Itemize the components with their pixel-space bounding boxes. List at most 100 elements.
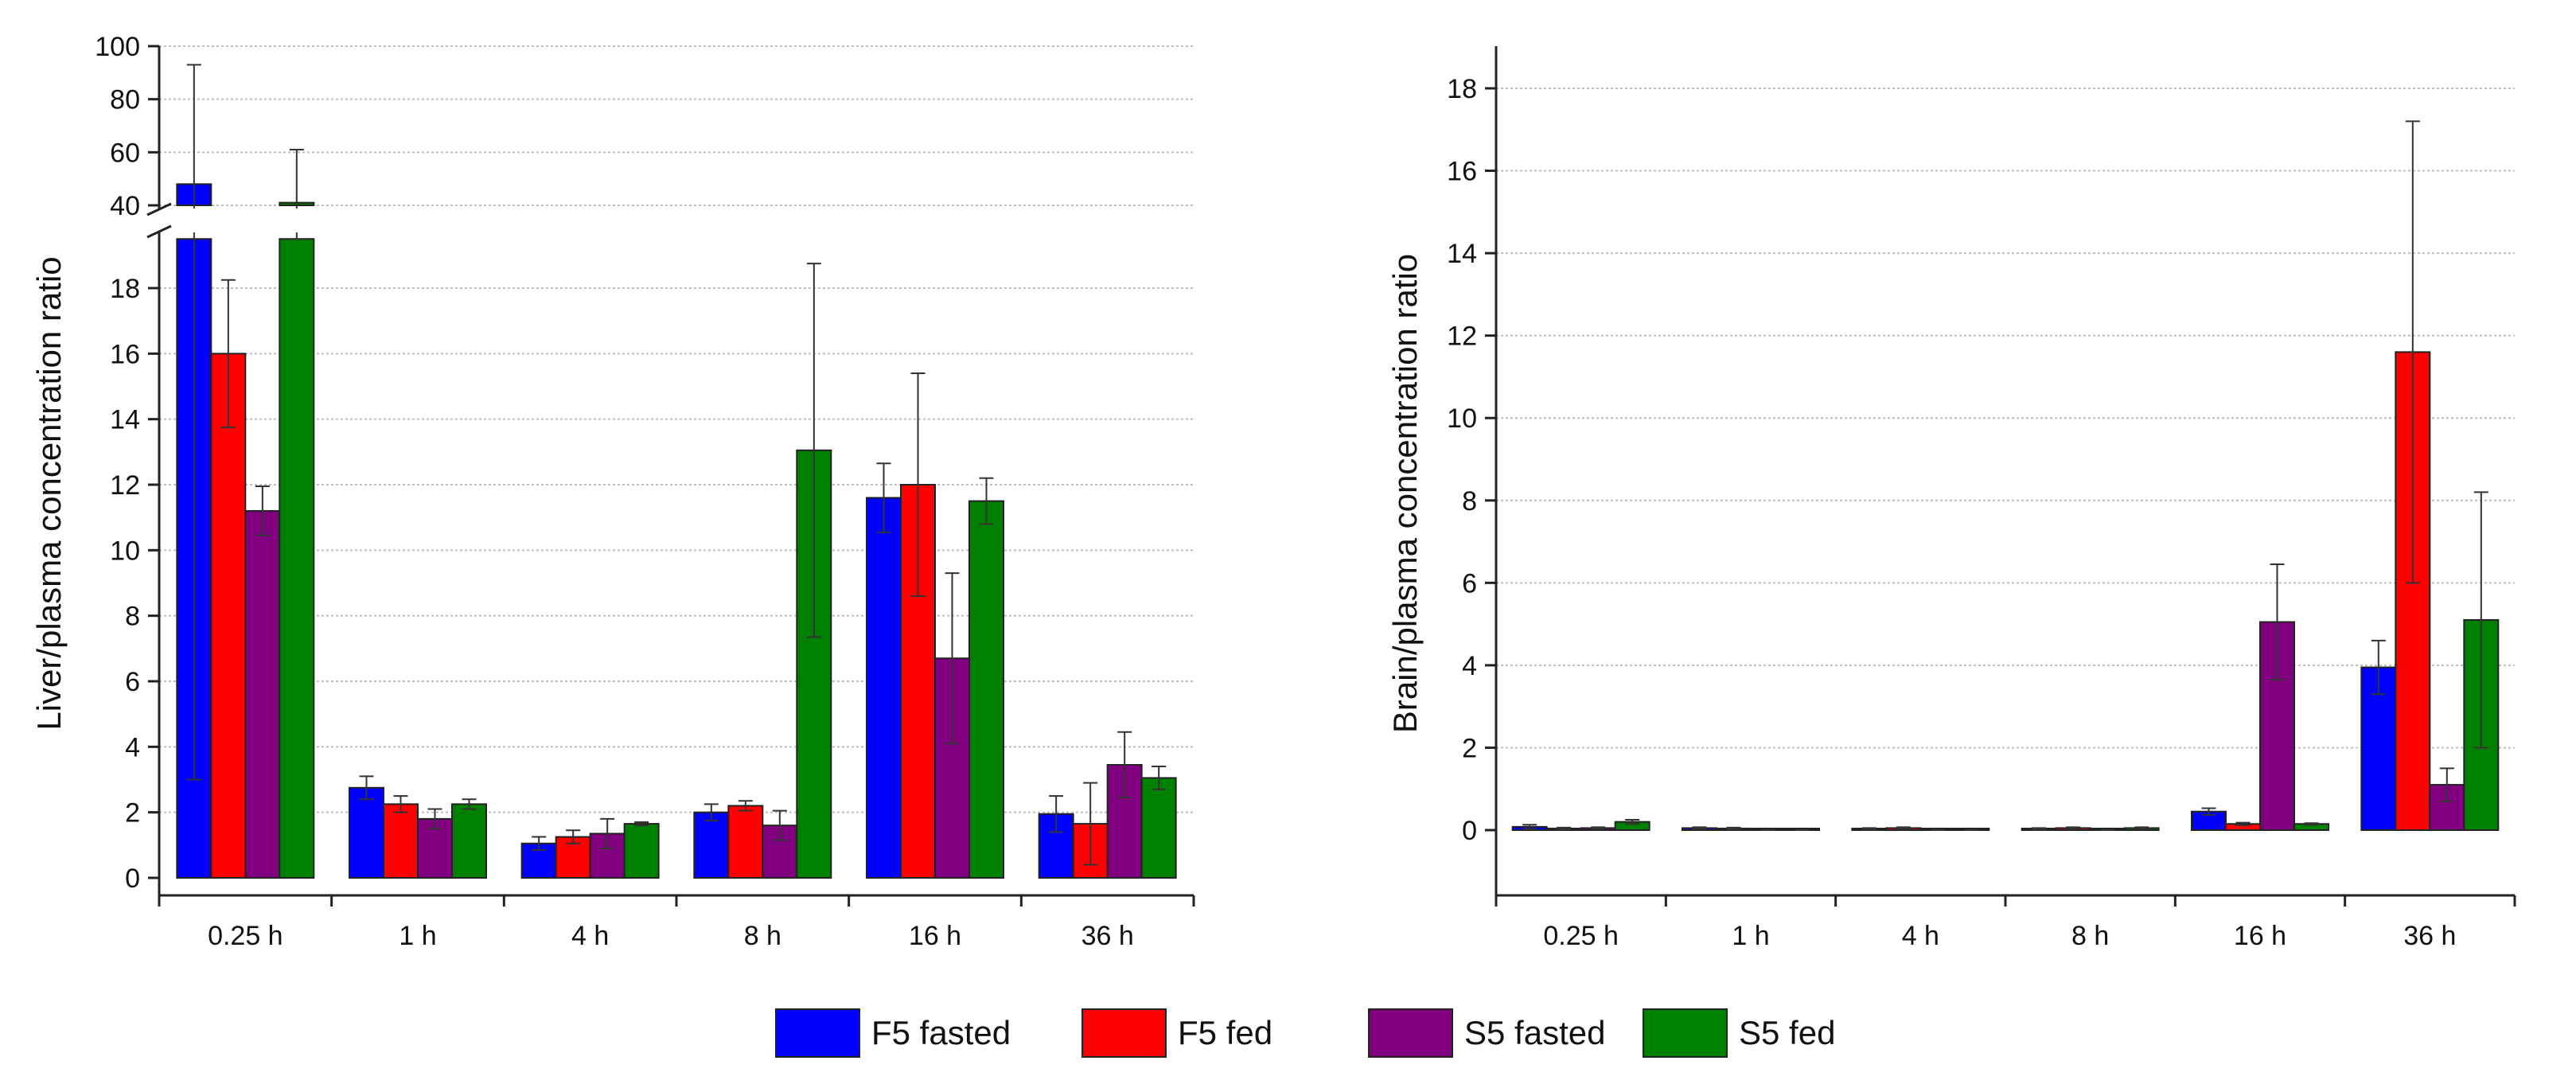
y-tick-label: 18 [110,274,140,304]
legend-label: F5 fed [1178,1014,1272,1051]
error-bar-s5-fed-36-h [1152,766,1167,790]
y-tick-label: 60 [110,138,140,168]
y-tick-label: 2 [125,798,140,829]
error-bar-s5-fasted-1-h [427,808,442,830]
legend-label: S5 fed [1739,1014,1835,1051]
y-tick-label: 12 [1447,322,1477,352]
y-tick-label: 8 [1462,486,1477,517]
error-bar-s5-fed-8-h [2134,826,2149,830]
y-tick-label: 16 [1447,157,1477,187]
error-bar-f5-fed-1-h [1726,826,1741,830]
error-bar-f5-fasted-36-h [2371,639,2386,696]
x-tick-label: 36 h [2403,921,2456,951]
error-bar-f5-fasted-4-h [532,836,547,852]
error-bar-f5-fasted-36-h [1049,795,1064,833]
error-bar-s5-fasted-1-h [1760,829,1775,831]
legend-swatch [1081,1008,1167,1058]
x-tick-label: 4 h [571,921,609,951]
y-tick-label: 4 [1462,651,1477,681]
axis-break-mark [146,224,172,239]
error-bar-f5-fed-1-h [393,795,408,813]
error-bar-f5-fed-36-h [1083,782,1098,866]
y-axis-title: Liver/plasma concentration ratio [30,256,68,730]
legend-item-f5-fed: F5 fed [1081,1008,1272,1058]
error-bar-s5-fed-4-h [634,821,649,827]
error-bar-s5-fed-8-h [806,263,821,638]
x-tick-label: 0.25 h [208,921,283,951]
error-bar-f5-fasted-4-h [1861,827,1876,831]
error-bar-s5-fasted-4-h [1930,829,1945,831]
bar-s5-fasted-0-25-h [244,509,281,879]
y-tick-label: 2 [1462,733,1477,763]
error-bar-s5-fasted-0-25-h [1591,826,1606,830]
y-tick-label: 10 [110,536,140,566]
error-bar-f5-fasted-0-25-h [1522,824,1537,830]
x-tick-label: 1 h [1732,921,1769,951]
legend-swatch [775,1008,860,1058]
y-tick-label: 16 [110,339,140,369]
y-tick-label: 6 [125,667,140,697]
legend-item-s5-fasted: S5 fasted [1368,1008,1605,1058]
error-bar-f5-fed-16-h [2235,821,2251,826]
bar-s5-fed-0-25-h-lower [279,238,315,879]
error-bar-f5-fasted-0-25-h [186,64,201,781]
bar-f5-fasted-16-h [866,497,902,879]
bar-f5-fed-1-h [383,803,419,879]
error-bar-f5-fed-36-h [2405,120,2420,584]
y-tick-label: 4 [125,732,140,762]
error-bar-s5-fed-16-h [2304,822,2319,826]
error-bar-f5-fasted-8-h [2032,827,2047,831]
y-tick-label: 8 [125,602,140,632]
error-bar-s5-fasted-8-h [2100,829,2115,831]
y-tick-label: 14 [110,405,140,435]
bar-s5-fed-4-h [623,823,660,879]
error-bar-f5-fasted-8-h [703,803,719,821]
legend-item-f5-fasted: F5 fasted [775,1008,1011,1058]
error-bar-s5-fasted-4-h [600,817,615,849]
bar-s5-fed-1-h [451,803,487,879]
bar-f5-fed-8-h [727,805,764,879]
y-tick-label: 10 [1447,404,1477,434]
error-bar-s5-fed-1-h [1795,829,1810,831]
legend-swatch [1368,1008,1453,1058]
legend-swatch [1643,1008,1728,1058]
error-bar-s5-fasted-0-25-h [255,485,270,536]
y-tick-label: 14 [1447,239,1477,269]
error-bar-f5-fed-0-25-h [220,279,236,428]
y-tick-label: 0 [1462,816,1477,846]
error-bar-f5-fed-8-h [2066,826,2081,830]
x-tick-label: 1 h [399,921,436,951]
error-bar-f5-fed-4-h [1896,826,1911,830]
y-tick-label: 80 [110,85,140,115]
y-tick-label: 40 [110,191,140,221]
bar-s5-fed-16-h [968,500,1004,879]
error-bar-s5-fasted-36-h [2439,767,2454,802]
x-tick-label: 4 h [1902,921,1939,951]
liver-plasma-chart: 0 2 4 6 8 10 12 14 16 18 40 60 80 100 0.25 h 1 h 4 h 8 h 1… [30,32,1202,951]
y-tick-label: 0 [125,864,140,894]
legend-item-s5-fed: S5 fed [1643,1008,1835,1058]
y-axis-title: Brain/plasma concentration ratio [1386,254,1424,733]
bar-s5-fed-36-h [1140,777,1177,879]
legend: F5 fasted F5 fed S5 fasted S5 fed [775,1008,1835,1058]
x-tick-label: 16 h [2234,921,2286,951]
error-bar-s5-fasted-36-h [1117,731,1132,799]
legend-label: S5 fasted [1464,1014,1605,1051]
error-bar-f5-fed-16-h [910,372,926,597]
x-tick-label: 8 h [2071,921,2109,951]
bar-f5-fed-36-h [2395,351,2431,831]
bar-f5-fasted-8-h [693,811,730,879]
brain-plasma-chart: 0 2 4 6 8 10 12 14 16 18 0.25 h 1 h 4 h 8 h 16 h 36 h Br… [1386,46,2516,951]
legend-label: F5 fasted [871,1014,1011,1051]
axis-break-mark [146,202,172,216]
axis-break-gap [143,209,1202,232]
error-bar-s5-fed-16-h [979,477,994,525]
error-bar-s5-fasted-8-h [772,809,787,841]
x-tick-label: 36 h [1081,921,1134,951]
error-bar-f5-fed-4-h [566,829,581,844]
error-bar-f5-fasted-1-h [1692,826,1707,830]
x-tick-label: 16 h [909,921,961,951]
y-tick-label: 12 [110,470,140,501]
x-tick-label: 8 h [744,921,781,951]
